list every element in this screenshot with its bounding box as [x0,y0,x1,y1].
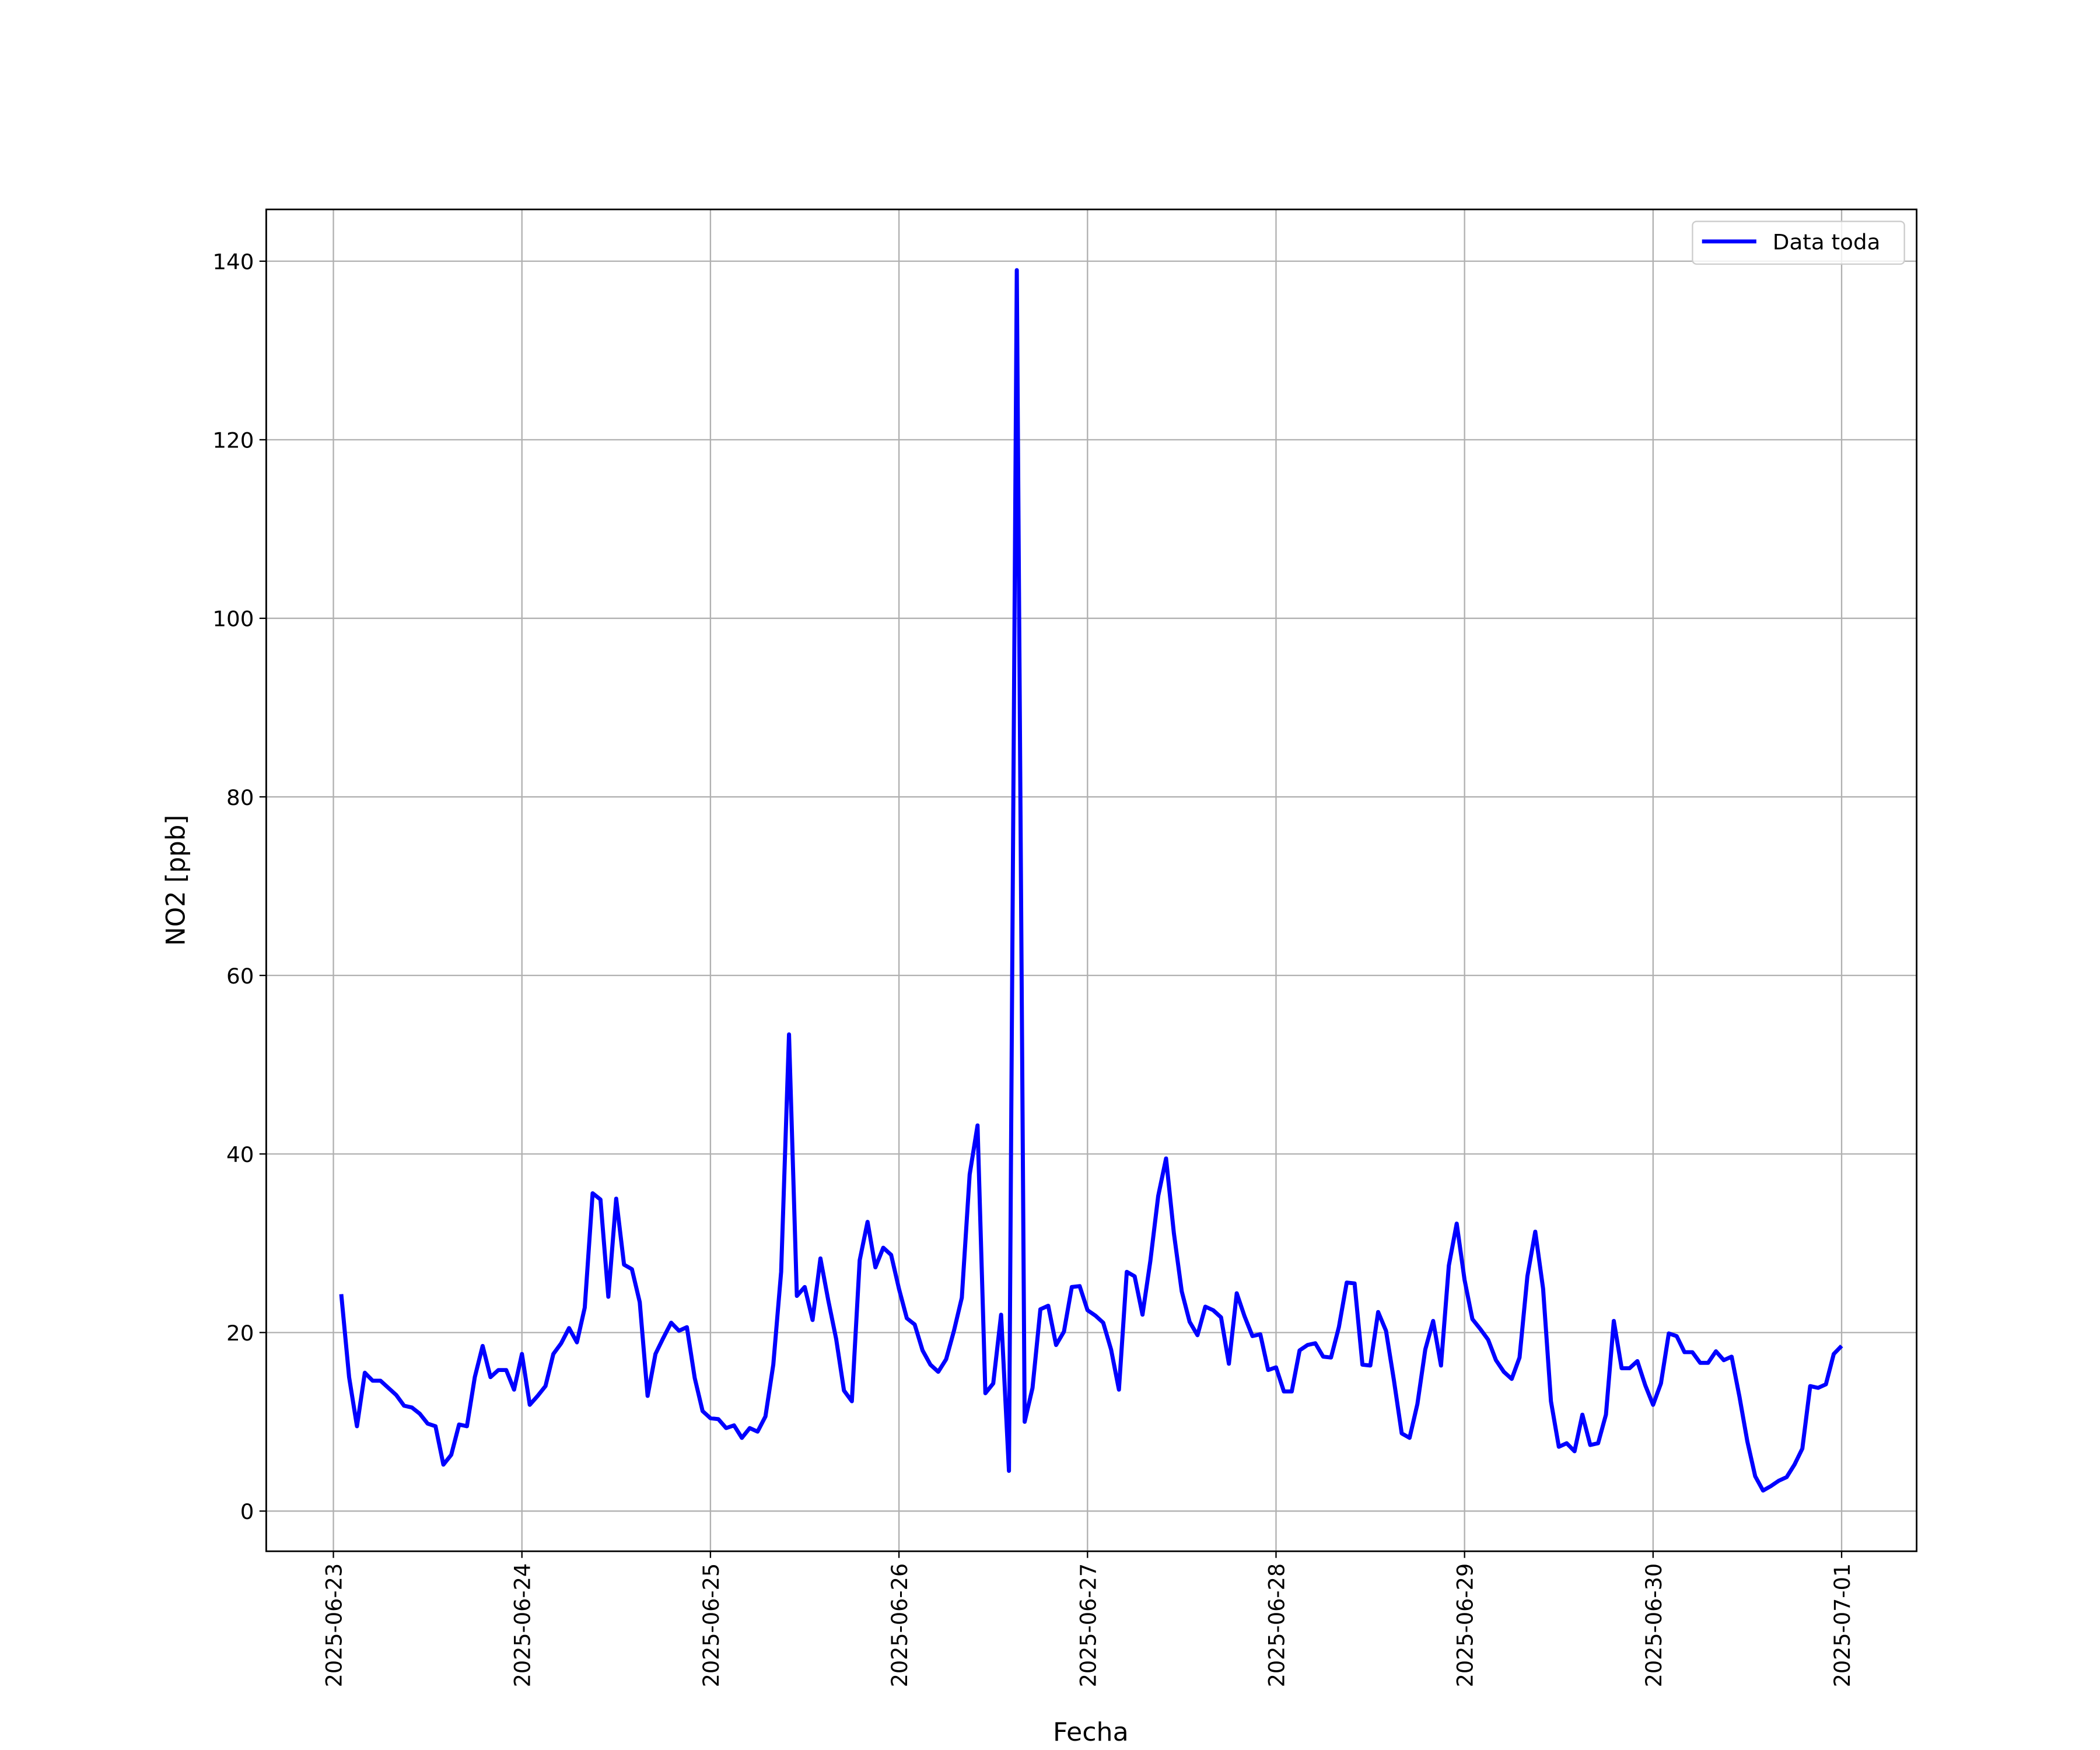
y-tick-label: 80 [226,785,254,810]
data-layer [339,268,1843,1493]
y-axis-label: NO2 [ppb] [161,815,191,946]
plot-frame [265,208,1918,1552]
x-tick-label: 2025-06-26 [887,1563,912,1688]
x-tick-label: 2025-06-27 [1076,1563,1101,1688]
legend-box [1692,220,1905,265]
x-tick-label: 2025-06-25 [699,1563,724,1688]
x-axis-label: Fecha [1053,1717,1129,1747]
x-tick-label: 2025-07-01 [1830,1563,1855,1688]
y-tick-label: 0 [240,1499,254,1524]
x-tick-label: 2025-06-30 [1642,1563,1667,1688]
y-tick-label: 120 [212,428,254,453]
grid-layer [266,209,1917,1552]
x-tick-label: 2025-06-29 [1452,1563,1478,1688]
y-tick-label: 140 [212,250,254,275]
legend-label: Data toda [1773,230,1881,255]
x-tick-label: 2025-06-24 [510,1563,535,1688]
y-tick-label: 100 [212,607,254,632]
x-tick-label: 2025-06-28 [1264,1563,1289,1688]
data-line [339,268,1843,1493]
x-tick-label: 2025-06-23 [321,1563,346,1688]
y-tick-label: 20 [226,1321,254,1346]
y-tick-label: 40 [226,1142,254,1167]
y-tick-label: 60 [226,964,254,989]
legend: Data toda [1692,220,1905,265]
